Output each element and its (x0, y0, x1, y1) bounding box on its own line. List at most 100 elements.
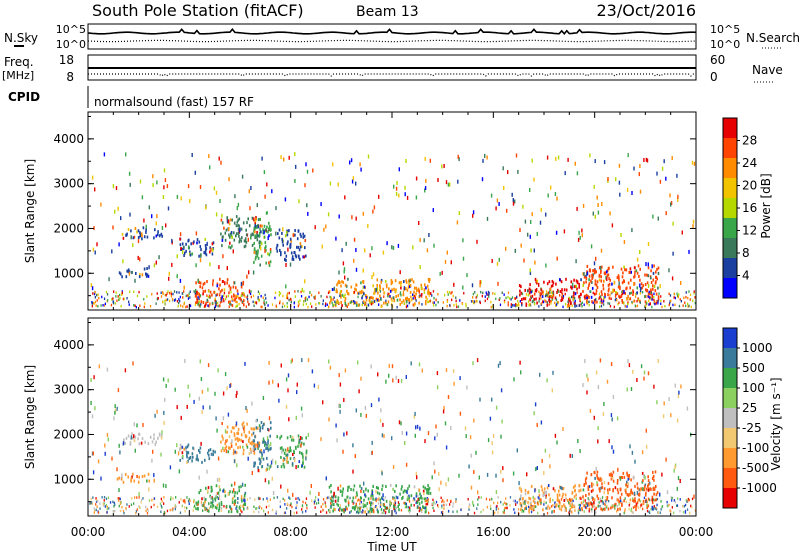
scatter-cell (408, 500, 411, 503)
scatter-cell (653, 298, 655, 302)
scatter-cell (103, 502, 105, 505)
scatter-cell (428, 233, 430, 237)
scatter-cell (258, 299, 260, 302)
scatter-cell (496, 261, 499, 266)
scatter-cell (390, 297, 393, 301)
scatter-cell (645, 487, 648, 491)
scatter-cell (545, 494, 547, 498)
scatter-cell (629, 286, 631, 290)
scatter-cell (550, 185, 552, 190)
scatter-cell (96, 299, 98, 302)
scatter-cell (519, 486, 521, 491)
scatter-cell (108, 277, 110, 282)
scatter-cell (487, 290, 490, 294)
scatter-cell (254, 257, 257, 261)
scatter-cell (280, 253, 282, 257)
scatter-cell (633, 491, 636, 496)
scatter-cell (676, 173, 678, 178)
scatter-cell (263, 302, 266, 306)
scatter-cell (608, 296, 611, 300)
scatter-cell (399, 270, 401, 275)
scatter-cell (402, 299, 405, 303)
scatter-cell (258, 510, 260, 514)
scatter-cell (121, 290, 123, 293)
scatter-cell (266, 456, 268, 460)
scatter-cell (525, 303, 528, 307)
scatter-cell (612, 265, 614, 269)
scatter-cell (248, 430, 251, 434)
scatter-cell (231, 439, 233, 444)
scatter-cell (536, 423, 538, 427)
scatter-cell (165, 383, 167, 388)
scatter-cell (400, 294, 402, 297)
scatter-cell (238, 505, 241, 509)
scatter-cell (444, 259, 447, 264)
scatter-cell (154, 413, 156, 418)
scatter-cell (363, 285, 366, 289)
scatter-cell (586, 373, 588, 378)
scatter-cell (189, 393, 191, 398)
scatter-cell (626, 480, 628, 484)
scatter-cell (421, 303, 423, 306)
scatter-cell (552, 504, 554, 507)
scatter-cell (130, 477, 133, 481)
scatter-cell (203, 251, 205, 255)
scatter-cell (523, 258, 525, 263)
scatter-cell (393, 496, 395, 500)
scatter-cell (564, 509, 566, 512)
scatter-cell (465, 304, 467, 308)
scatter-cell (395, 375, 397, 380)
scatter-cell (619, 296, 621, 299)
scatter-cell (215, 494, 218, 498)
scatter-cell (236, 390, 238, 395)
scatter-cell (375, 486, 378, 489)
scatter-cell (432, 498, 434, 502)
scatter-cell (207, 363, 210, 368)
scatter-cell (176, 291, 178, 294)
scatter-cell (645, 491, 647, 495)
scatter-cell (643, 496, 646, 500)
scatter-cell (122, 236, 125, 240)
scatter-cell (570, 301, 572, 305)
scatter-cell (295, 465, 297, 470)
scatter-cell (612, 470, 615, 474)
scatter-cell (625, 490, 627, 494)
noise-left-tick-bottom: 10^0 (56, 38, 86, 51)
scatter-cell (596, 300, 598, 304)
scatter-cell (407, 506, 409, 509)
scatter-cell (677, 295, 679, 299)
scatter-cell (514, 297, 516, 300)
scatter-cell (585, 272, 588, 276)
scatter-cell (290, 438, 293, 442)
scatter-cell (594, 298, 597, 301)
scatter-cell (285, 296, 288, 299)
scatter-cell (442, 510, 444, 514)
scatter-cell (393, 502, 395, 505)
scatter-cell (181, 504, 183, 508)
scatter-cell (265, 447, 267, 451)
scatter-cell (548, 299, 550, 302)
scatter-cell (143, 305, 145, 309)
scatter-cell (418, 498, 420, 502)
scatter-cell (268, 253, 271, 257)
scatter-cell (112, 184, 115, 189)
scatter-cell (618, 180, 621, 185)
scatter-cell (289, 242, 292, 246)
scatter-cell (280, 484, 282, 489)
scatter-cell (214, 301, 216, 305)
scatter-cell (166, 509, 169, 513)
scatter-cell (103, 496, 106, 499)
scatter-cell (162, 195, 165, 199)
scatter-cell (299, 232, 302, 236)
scatter-cell (227, 294, 229, 298)
scatter-cell (123, 511, 125, 515)
scatter-cell (205, 507, 208, 510)
scatter-cell (98, 296, 100, 300)
scatter-cell (228, 510, 230, 514)
scatter-cell (507, 291, 510, 294)
scatter-cell (274, 296, 276, 300)
scatter-cell (294, 290, 296, 293)
scatter-cell (669, 193, 671, 198)
scatter-cell (284, 448, 287, 452)
scatter-cell (265, 505, 268, 509)
